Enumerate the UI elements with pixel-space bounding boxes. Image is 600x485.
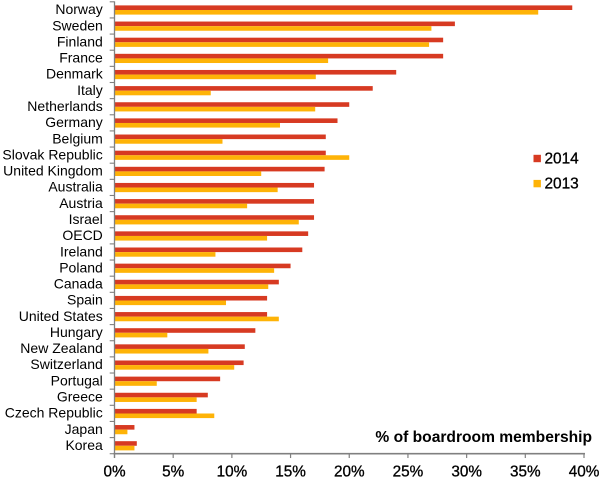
svg-text:Czech Republic: Czech Republic	[5, 405, 103, 421]
svg-text:Canada: Canada	[54, 276, 103, 292]
svg-text:30%: 30%	[451, 464, 482, 481]
svg-text:Finland: Finland	[57, 33, 103, 49]
svg-text:OECD: OECD	[62, 227, 102, 243]
svg-text:Italy: Italy	[77, 82, 103, 98]
svg-text:Portugal: Portugal	[51, 372, 103, 388]
svg-text:Austria: Austria	[59, 195, 103, 211]
svg-text:Sweden: Sweden	[52, 17, 103, 33]
svg-text:20%: 20%	[334, 464, 365, 481]
svg-text:Poland: Poland	[59, 259, 103, 275]
svg-text:Ireland: Ireland	[60, 243, 103, 259]
svg-text:Slovak Republic: Slovak Republic	[2, 146, 102, 162]
svg-text:Belgium: Belgium	[52, 130, 103, 146]
svg-text:0%: 0%	[103, 464, 126, 481]
svg-text:Hungary: Hungary	[50, 324, 103, 340]
svg-text:United Kingdom: United Kingdom	[3, 163, 103, 179]
svg-text:France: France	[59, 50, 103, 66]
svg-text:Netherlands: Netherlands	[27, 98, 103, 114]
svg-text:Norway: Norway	[55, 1, 102, 17]
svg-text:Germany: Germany	[45, 114, 103, 130]
svg-text:5%: 5%	[162, 464, 185, 481]
svg-text:15%: 15%	[275, 464, 306, 481]
svg-text:40%: 40%	[569, 464, 600, 481]
svg-text:10%: 10%	[217, 464, 248, 481]
svg-text:Denmark: Denmark	[46, 66, 104, 82]
svg-text:% of boardroom membership: % of boardroom membership	[375, 429, 592, 446]
svg-text:25%: 25%	[393, 464, 424, 481]
svg-text:Japan: Japan	[65, 421, 103, 437]
svg-text:Switzerland: Switzerland	[30, 356, 102, 372]
svg-text:Korea: Korea	[65, 437, 103, 453]
svg-text:New Zealand: New Zealand	[20, 340, 103, 356]
svg-text:2013: 2013	[545, 176, 579, 193]
svg-text:Greece: Greece	[57, 389, 103, 405]
svg-text:United States: United States	[19, 308, 103, 324]
svg-text:35%: 35%	[510, 464, 541, 481]
svg-text:Israel: Israel	[69, 211, 103, 227]
svg-text:Australia: Australia	[48, 179, 103, 195]
svg-text:Spain: Spain	[67, 292, 103, 308]
svg-text:2014: 2014	[545, 150, 580, 167]
